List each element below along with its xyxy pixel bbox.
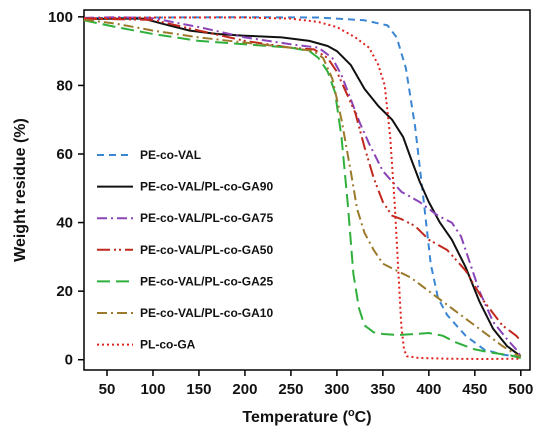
series-line-1	[83, 16, 521, 358]
legend-label: PE-co-VAL/PL-co-GA50	[140, 243, 273, 257]
plot-frame	[83, 9, 531, 371]
y-tick-label: 40	[56, 215, 73, 232]
x-axis-label: Temperature (oC)	[242, 407, 371, 426]
x-tick-label: 350	[370, 381, 395, 398]
axis-ticks: 50 100 150 200 250 300 350 400 450 500 0 20 40 60 80 10…	[48, 9, 533, 398]
y-axis-label: Weight residue (%)	[12, 118, 29, 262]
series-line-6	[83, 18, 522, 358]
legend: PE-co-VAL PE-co-VAL/PL-co-GA90 PE-co-VAL/P…	[97, 148, 273, 352]
x-tick-label: 200	[232, 381, 257, 398]
y-tick-label: 60	[56, 146, 73, 163]
series-line-5	[83, 19, 522, 359]
legend-label: PE-co-VAL/PL-co-GA10	[140, 306, 273, 320]
x-tick-label: 400	[416, 381, 441, 398]
series-line-2	[83, 17, 522, 358]
legend-label: PE-co-VAL/PL-co-GA75	[140, 211, 273, 225]
y-tick-label: 20	[56, 283, 73, 300]
x-tick-label: 500	[508, 381, 533, 398]
x-tick-label: 250	[278, 381, 303, 398]
y-tick-label: 80	[56, 77, 73, 94]
series-lines	[83, 16, 522, 360]
x-tick-label: 450	[462, 381, 487, 398]
legend-label: PE-co-VAL/PL-co-GA25	[140, 274, 273, 288]
legend-label: PL-co-GA	[140, 338, 196, 352]
x-tick-label: 50	[99, 381, 116, 398]
legend-label: PE-co-VAL	[140, 148, 201, 162]
x-tick-label: 100	[140, 381, 165, 398]
y-tick-label: 100	[48, 9, 73, 26]
x-tick-label: 150	[186, 381, 211, 398]
y-tick-label: 0	[65, 352, 73, 369]
x-tick-label: 300	[324, 381, 349, 398]
series-line-7	[83, 16, 521, 360]
legend-label: PE-co-VAL/PL-co-GA90	[140, 180, 273, 194]
